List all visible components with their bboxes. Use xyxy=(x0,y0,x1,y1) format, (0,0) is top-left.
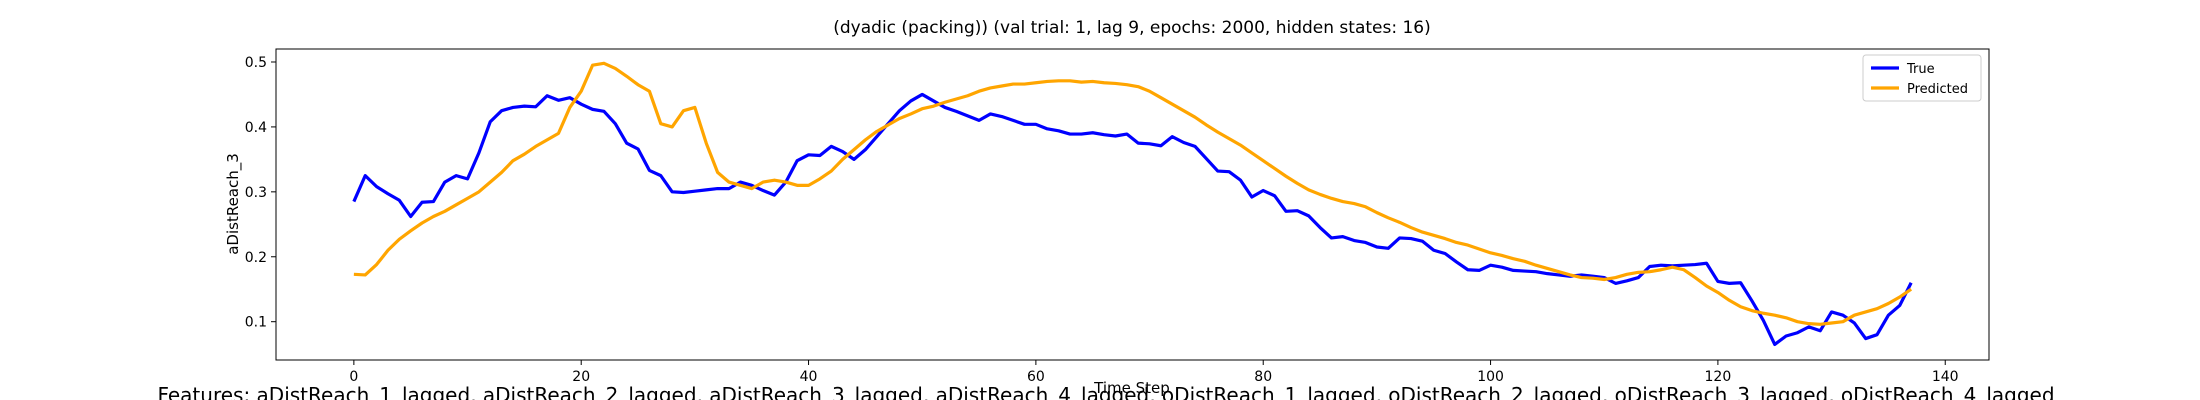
x-tick-label: 80 xyxy=(1254,369,1272,385)
x-tick-label: 100 xyxy=(1477,369,1504,385)
line-series xyxy=(353,61,1913,326)
x-tick-label: 20 xyxy=(572,369,590,385)
x-tick-label: 120 xyxy=(1705,369,1732,385)
x-tick-label: 140 xyxy=(1932,369,1959,385)
legend-label: True xyxy=(1906,62,1935,77)
chart-title: (dyadic (packing)) (val trial: 1, lag 9,… xyxy=(833,18,1431,38)
axes-frame xyxy=(275,48,1990,361)
x-tick-label: 40 xyxy=(800,369,818,385)
y-tick-label: 0.4 xyxy=(245,120,267,136)
plot-area: 0 20 40 60 80 100 120 140 0.1 0.2 0.3 0.4 0.5 True Pre… xyxy=(245,48,1990,385)
legend-label: Predicted xyxy=(1907,82,1968,97)
x-tick-label: 0 xyxy=(349,369,358,385)
x-tick-label: 60 xyxy=(1027,369,1045,385)
y-axis-label: aDistReach_3 xyxy=(224,153,243,255)
x-axis-label: Time Step xyxy=(1093,379,1170,397)
y-tick-label: 0.1 xyxy=(245,315,267,331)
y-tick-label: 0.2 xyxy=(245,250,267,266)
y-tick-label: 0.5 xyxy=(245,55,267,71)
line-series xyxy=(352,92,1913,347)
footer-text: Features: aDistReach_1_lagged, aDistReac… xyxy=(157,383,2054,400)
y-tick-label: 0.3 xyxy=(245,185,267,201)
